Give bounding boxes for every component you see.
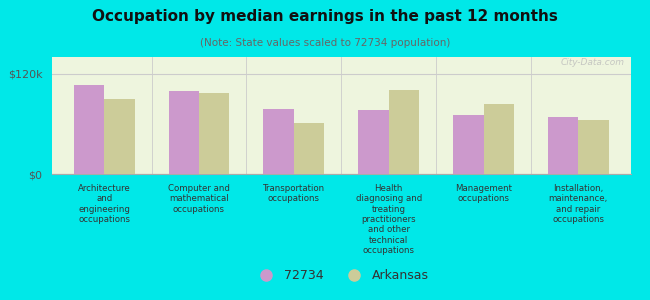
Bar bbox=[74, 85, 104, 174]
Bar bbox=[358, 110, 389, 174]
Bar bbox=[578, 120, 608, 174]
Bar bbox=[104, 99, 135, 174]
Bar bbox=[263, 109, 294, 174]
Bar bbox=[484, 104, 514, 174]
Text: (Note: State values scaled to 72734 population): (Note: State values scaled to 72734 popu… bbox=[200, 38, 450, 47]
Text: Occupation by median earnings in the past 12 months: Occupation by median earnings in the pas… bbox=[92, 9, 558, 24]
Bar bbox=[548, 117, 578, 174]
Bar bbox=[168, 91, 199, 174]
Bar bbox=[199, 93, 229, 174]
Bar bbox=[389, 90, 419, 174]
Text: City-Data.com: City-Data.com bbox=[561, 58, 625, 67]
Bar bbox=[453, 116, 484, 174]
Bar bbox=[294, 123, 324, 174]
Legend: 72734, Arkansas: 72734, Arkansas bbox=[248, 265, 434, 287]
